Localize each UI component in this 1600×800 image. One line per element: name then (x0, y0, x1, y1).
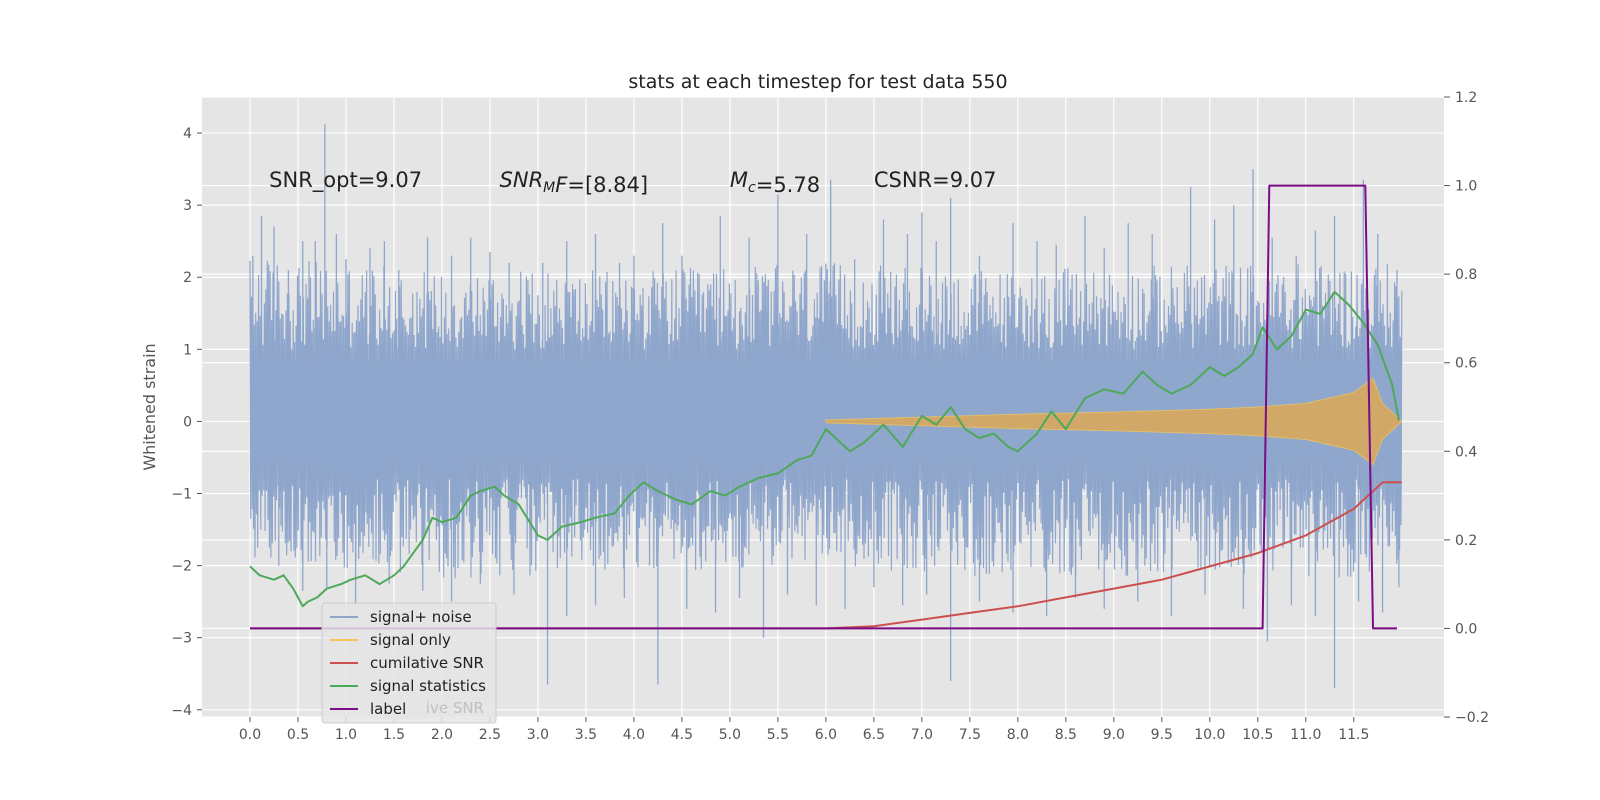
annotation-snr-mf: SNRMF=[8.84] (500, 168, 649, 197)
y-tick-label: −3 (171, 631, 192, 647)
x-tick-label: 6.0 (815, 727, 837, 743)
x-tick-label: 11.0 (1290, 727, 1321, 743)
legend-hidden-mask (370, 699, 427, 719)
x-tick-label: 6.5 (863, 727, 885, 743)
x-tick-label: 8.5 (1055, 727, 1077, 743)
x-tick-label: 0.5 (287, 727, 309, 743)
y2-tick-label: 0.0 (1455, 621, 1477, 637)
legend-label: signal only (370, 631, 451, 649)
annotation-mc: Mc=5.78 (730, 168, 820, 197)
x-tick-label: 11.5 (1338, 727, 1369, 743)
y-axis-label: Whitened strain (140, 343, 159, 470)
y2-tick-label: 0.4 (1455, 444, 1477, 460)
y-tick-label: 4 (183, 126, 192, 142)
y-tick-label: 2 (183, 270, 192, 286)
y-tick-label: 0 (183, 414, 192, 430)
cumilative-SNR-line (250, 481, 1402, 630)
x-tick-label: 4.0 (623, 727, 645, 743)
y-tick-label: −4 (171, 703, 192, 719)
chart-title: stats at each timestep for test data 550 (628, 71, 1007, 93)
y2-tick-label: 0.2 (1455, 533, 1477, 549)
annotation-csnr: CSNR=9.07 (874, 168, 997, 192)
signal-statistics-line (249, 290, 1400, 608)
plot-series (249, 124, 1403, 689)
y-tick-label: −1 (171, 487, 192, 503)
legend-label: cumilative SNR (370, 654, 484, 672)
x-tick-label: 0.0 (239, 727, 261, 743)
annotations: SNR_opt=9.07 SNRMF=[8.84] Mc=5.78 CSNR=9.07 (269, 168, 996, 197)
x-tick-label: 5.0 (719, 727, 741, 743)
x-tick-label: 1.0 (335, 727, 357, 743)
x-tick-label: 2.0 (431, 727, 453, 743)
x-tick-label: 8.0 (1007, 727, 1029, 743)
signal-only-area (825, 377, 1403, 466)
y-tick-label: 3 (183, 198, 192, 214)
y2-tick-label: 0.6 (1455, 356, 1477, 372)
y-tick-label: 1 (183, 342, 192, 358)
annotation-snr-opt: SNR_opt=9.07 (269, 168, 422, 193)
label-line (250, 184, 1397, 630)
x-tick-label: 4.5 (671, 727, 693, 743)
x-tick-label: 9.5 (1151, 727, 1173, 743)
x-tick-label: 3.5 (575, 727, 597, 743)
legend-label: signal+ noise (370, 608, 472, 626)
x-tick-label: 3.0 (527, 727, 549, 743)
legend-box (321, 602, 497, 724)
legend-label: label (370, 700, 406, 718)
y2-tick-label: 0.8 (1455, 267, 1477, 283)
x-tick-label: 7.5 (959, 727, 981, 743)
y-tick-label: −2 (171, 559, 192, 575)
y2-tick-label: 1.2 (1455, 90, 1477, 106)
y2-tick-label: −0.2 (1455, 710, 1489, 726)
axes: 0.0 0.5 1.0 1.5 2.0 2.5 3.0 3.5 4.0 4.5 5.0 5.5 6.0 6… (171, 90, 1489, 743)
x-tick-label: 9.0 (1103, 727, 1125, 743)
x-tick-label: 10.5 (1242, 727, 1273, 743)
x-tick-label: 10.0 (1194, 727, 1225, 743)
legend-label: signal statistics (370, 677, 486, 695)
x-tick-label: 7.0 (911, 727, 933, 743)
y2-tick-label: 1.0 (1455, 179, 1477, 195)
x-tick-label: 1.5 (383, 727, 405, 743)
x-tick-label: 2.5 (479, 727, 501, 743)
x-tick-label: 5.5 (767, 727, 789, 743)
